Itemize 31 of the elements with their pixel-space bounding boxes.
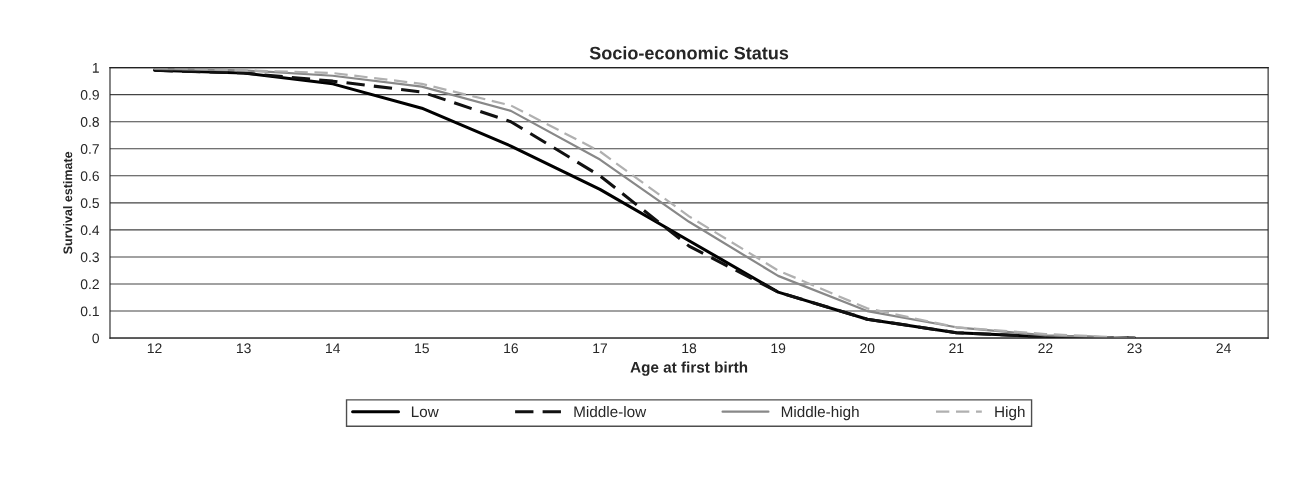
y-tick-label: 0 bbox=[92, 333, 100, 344]
x-tick-label: 16 bbox=[504, 343, 518, 354]
y-tick-label: 0.3 bbox=[80, 252, 99, 263]
legend-label: Middle-high bbox=[781, 405, 859, 421]
legend-label: Low bbox=[411, 406, 439, 418]
legend-label: Middle-low bbox=[574, 405, 647, 418]
x-tick-label: 18 bbox=[682, 343, 697, 354]
legend-label: High bbox=[995, 405, 1025, 421]
x-tick-label: 12 bbox=[147, 343, 162, 354]
x-tick-label: 14 bbox=[326, 343, 341, 354]
x-tick-label: 20 bbox=[860, 343, 875, 354]
x-axis-title: Age at first birth bbox=[630, 361, 748, 376]
x-tick-label: 13 bbox=[236, 343, 251, 354]
x-tick-label: 17 bbox=[593, 343, 607, 354]
y-tick-label: 0.4 bbox=[80, 225, 100, 236]
y-tick-label: 1 bbox=[92, 63, 99, 73]
y-tick-label: 0.2 bbox=[80, 279, 99, 290]
y-tick-label: 0.7 bbox=[80, 144, 99, 154]
y-tick-label: 0.9 bbox=[80, 90, 99, 100]
x-tick-label: 21 bbox=[949, 343, 964, 354]
y-tick-label: 0.8 bbox=[80, 117, 99, 127]
y-axis-title: Survival estimate bbox=[63, 151, 73, 254]
x-tick-label: 15 bbox=[415, 343, 429, 354]
y-tick-label: 0.6 bbox=[80, 171, 99, 181]
x-tick-label: 23 bbox=[1127, 343, 1142, 354]
x-tick-label: 22 bbox=[1038, 343, 1053, 354]
x-tick-label: 24 bbox=[1216, 343, 1231, 354]
y-tick-label: 0.1 bbox=[80, 306, 99, 317]
x-tick-label: 19 bbox=[771, 343, 786, 354]
chart-title: Socio-economic Status bbox=[589, 46, 789, 60]
y-tick-label: 0.5 bbox=[80, 198, 99, 209]
